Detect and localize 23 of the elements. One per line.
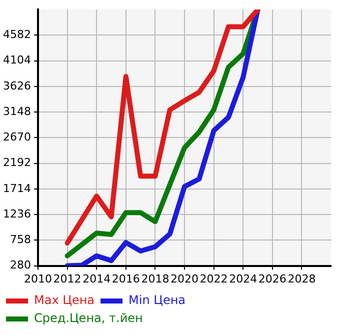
y-tick-label: 3626 bbox=[2, 79, 31, 92]
x-tick-label: 2022 bbox=[200, 272, 228, 286]
legend-label: Сред.Цена, т.йен bbox=[34, 311, 143, 326]
y-tick-label: 2192 bbox=[2, 156, 31, 170]
y-tick-label: 280 bbox=[10, 258, 31, 272]
x-tick-label: 2010 bbox=[24, 272, 52, 286]
y-tick-label: 1714 bbox=[2, 182, 31, 195]
x-tick-label: 2016 bbox=[112, 272, 140, 286]
x-tick-label: 2012 bbox=[53, 272, 82, 286]
y-tick-label: 758 bbox=[10, 233, 31, 246]
y-tick-label: 4582 bbox=[2, 28, 31, 42]
y-tick-label: 3148 bbox=[2, 104, 31, 118]
legend-label: Min Цена bbox=[128, 293, 186, 308]
x-tick-label: 2024 bbox=[229, 272, 258, 286]
x-tick-label: 2018 bbox=[141, 272, 170, 286]
x-tick-label: 2014 bbox=[82, 272, 111, 286]
y-tick-label: 1236 bbox=[2, 207, 31, 220]
x-tick-label: 2028 bbox=[288, 272, 316, 286]
legend-label: Max Цена bbox=[34, 293, 95, 308]
y-tick-label: 2670 bbox=[2, 130, 31, 144]
y-tick-label: 4104 bbox=[2, 54, 31, 67]
x-tick-label: 2026 bbox=[258, 272, 286, 286]
x-tick-label: 2020 bbox=[170, 272, 198, 286]
